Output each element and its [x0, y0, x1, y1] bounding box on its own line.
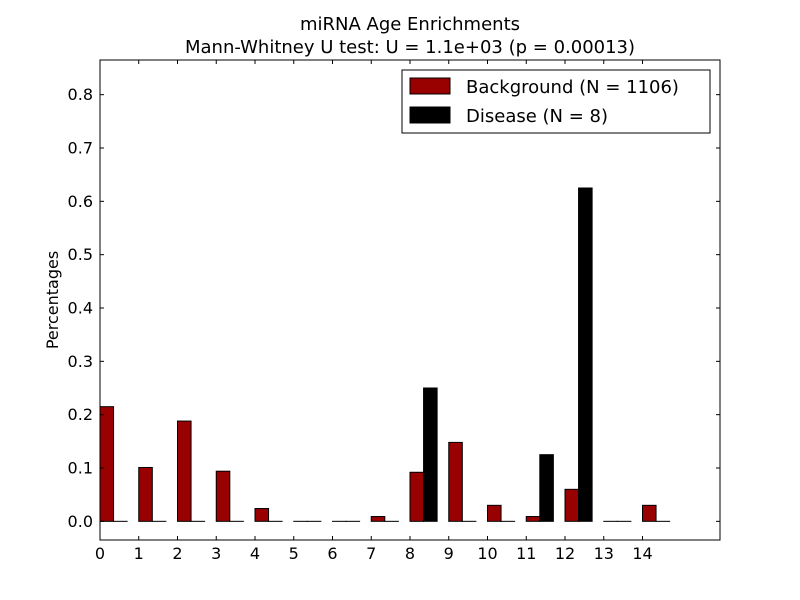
y-tick-label: 0.6: [68, 192, 93, 211]
x-tick-label: 7: [366, 544, 376, 563]
y-axis-label: Percentages: [43, 251, 62, 349]
y-tick-label: 0.8: [68, 85, 93, 104]
y-tick-label: 0.1: [68, 459, 93, 478]
chart-subtitle: Mann-Whitney U test: U = 1.1e+03 (p = 0.…: [185, 37, 635, 58]
bar-series-0-category-8: [409, 471, 425, 522]
bar-series-1-category-12: [578, 187, 593, 522]
y-tick-label: 0.2: [68, 405, 93, 424]
bar-series-0-category-14: [642, 504, 657, 522]
bar-series-0-category-10: [487, 504, 502, 522]
legend-box: [401, 69, 711, 134]
x-tick-label: 2: [172, 544, 182, 563]
y-tick-label: 0.7: [68, 139, 93, 158]
x-tick-label: 6: [327, 544, 337, 563]
bar-series-0-category-12: [564, 488, 580, 522]
tick-labels-layer: 0.00.10.20.30.40.50.60.70.80 1 2 3 4 5 6 7 8 9 10 1…: [68, 85, 653, 563]
ticks-layer: [99, 60, 720, 540]
x-tick-label: 0: [95, 544, 105, 563]
chart-title: miRNA Age Enrichments: [300, 14, 520, 35]
x-tick-label: 9: [444, 544, 454, 563]
y-tick-label: 0.4: [68, 299, 93, 318]
bar-series-0-category-9: [448, 441, 463, 522]
plot-frame: [99, 59, 721, 541]
y-tick-label: 0.5: [68, 245, 93, 264]
bar-series-0-category-11: [525, 516, 541, 522]
x-tick-label: 1: [134, 544, 144, 563]
bar-series-0-category-2: [177, 420, 192, 522]
legend: Background (N = 1106) Disease (N = 8): [401, 69, 711, 134]
bar-series-0-category-4: [254, 508, 270, 522]
legend-label-background: Background (N = 1106): [466, 77, 679, 98]
x-tick-label: 12: [555, 544, 575, 563]
x-tick-label: 13: [594, 544, 614, 563]
x-tick-label: 14: [632, 544, 652, 563]
bars-layer: [99, 187, 671, 522]
bar-series-0-category-3: [215, 470, 231, 522]
bar-series-1-category-8: [423, 387, 438, 522]
bar-series-1-category-11: [539, 454, 554, 522]
bar-series-0-category-1: [138, 466, 153, 522]
x-tick-label: 5: [289, 544, 299, 563]
legend-swatch-disease: [409, 106, 451, 124]
legend-swatch-background: [409, 77, 451, 95]
bar-series-0-category-0: [99, 406, 115, 522]
y-tick-label: 0.3: [68, 352, 93, 371]
x-tick-label: 4: [250, 544, 260, 563]
y-tick-label: 0.0: [68, 512, 93, 531]
legend-label-disease: Disease (N = 8): [466, 106, 608, 127]
x-tick-label: 11: [516, 544, 536, 563]
x-tick-label: 8: [405, 544, 415, 563]
bar-series-0-category-7: [370, 516, 386, 522]
x-tick-label: 3: [211, 544, 221, 563]
x-tick-label: 10: [477, 544, 497, 563]
